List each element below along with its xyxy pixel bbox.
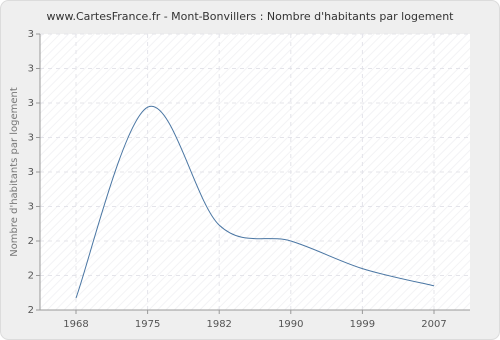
- x-tick-label: 1975: [135, 319, 160, 330]
- y-tick-label: 3: [28, 64, 34, 75]
- y-tick-label: 3: [28, 167, 34, 178]
- y-tick-label: 2: [28, 236, 34, 247]
- y-tick-label: 3: [28, 133, 34, 144]
- y-tick-label: 2: [28, 305, 34, 316]
- y-axis-label: Nombre d'habitants par logement: [9, 87, 20, 257]
- x-tick-label: 1999: [350, 319, 375, 330]
- y-tick-label: 3: [28, 202, 34, 213]
- plot-area: [40, 34, 470, 310]
- y-tick-label: 3: [28, 98, 34, 109]
- y-tick-label: 2: [28, 271, 34, 282]
- data-line: [75, 105, 435, 299]
- x-tick-label: 2007: [421, 319, 446, 330]
- x-tick-label: 1968: [63, 319, 88, 330]
- chart-title: www.CartesFrance.fr - Mont-Bonvillers : …: [47, 10, 455, 23]
- x-tick-label: 1990: [278, 319, 303, 330]
- x-tick-label: 1982: [206, 319, 231, 330]
- y-tick-label: 3: [28, 29, 34, 40]
